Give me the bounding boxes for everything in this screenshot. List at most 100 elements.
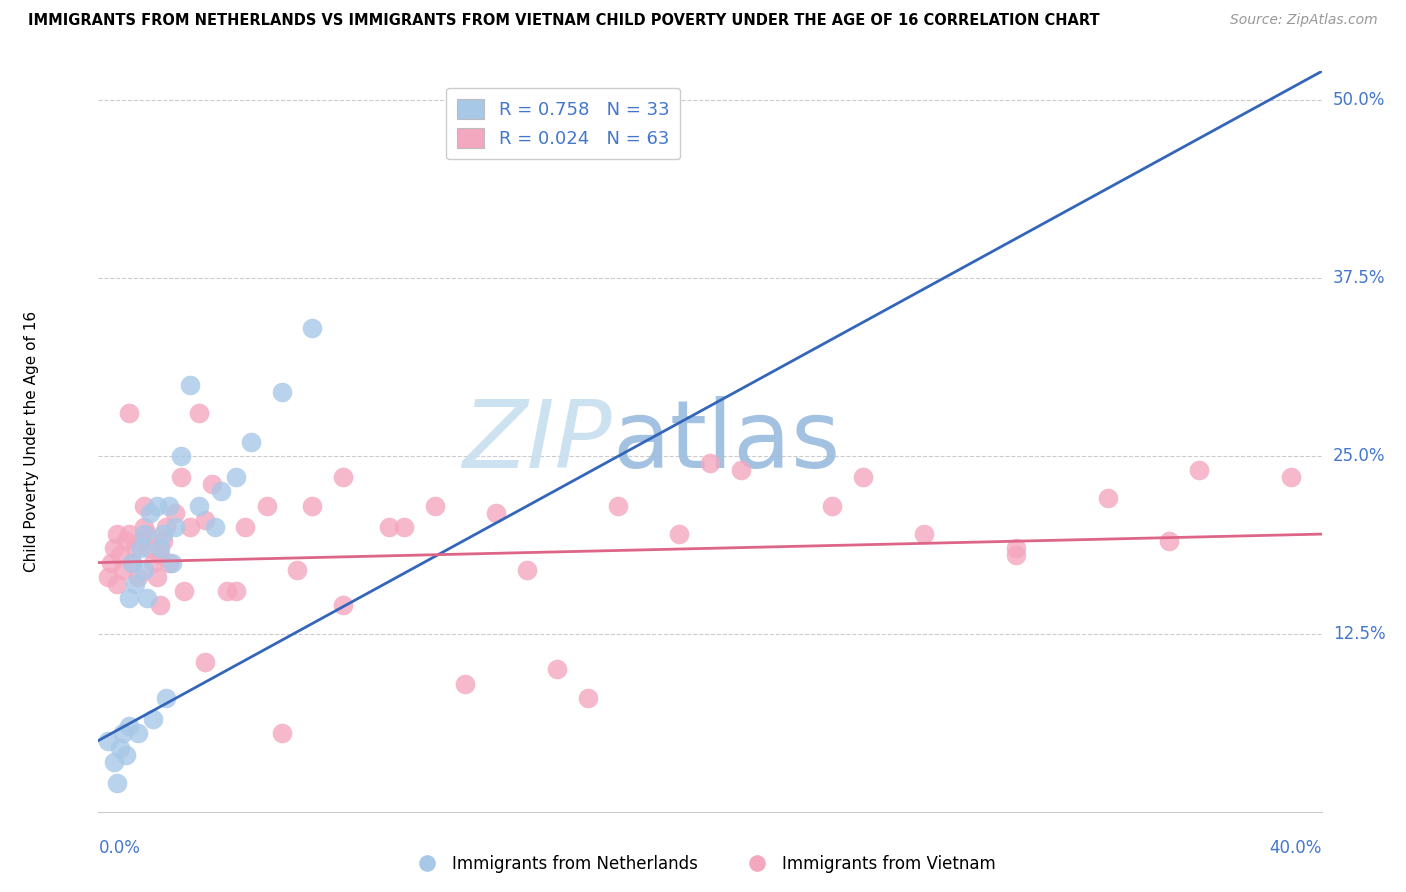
Point	[103, 541, 125, 556]
Point	[152, 527, 174, 541]
Point	[149, 549, 172, 563]
Point	[155, 690, 177, 705]
Point	[145, 570, 167, 584]
Point	[139, 541, 162, 556]
Point	[852, 470, 875, 484]
Point	[118, 591, 141, 606]
Point	[821, 499, 844, 513]
Point	[124, 541, 146, 556]
Point	[270, 384, 292, 399]
Point	[699, 456, 721, 470]
Point	[1097, 491, 1119, 506]
Point	[136, 527, 159, 541]
Point	[194, 513, 217, 527]
Point	[378, 520, 401, 534]
Point	[152, 534, 174, 549]
Point	[105, 577, 128, 591]
Point	[115, 747, 138, 762]
Point	[200, 477, 222, 491]
Point	[912, 527, 935, 541]
Point	[301, 499, 323, 513]
Point	[111, 726, 134, 740]
Legend: R = 0.758   N = 33, R = 0.024   N = 63: R = 0.758 N = 33, R = 0.024 N = 63	[446, 87, 681, 160]
Point	[142, 712, 165, 726]
Point	[108, 549, 131, 563]
Point	[1188, 463, 1211, 477]
Text: 0.0%: 0.0%	[98, 839, 141, 857]
Point	[163, 506, 186, 520]
Point	[160, 556, 183, 570]
Point	[103, 755, 125, 769]
Point	[233, 520, 256, 534]
Point	[134, 520, 156, 534]
Point	[204, 520, 226, 534]
Point	[454, 676, 477, 690]
Point	[157, 499, 180, 513]
Text: Source: ZipAtlas.com: Source: ZipAtlas.com	[1230, 13, 1378, 28]
Point	[668, 527, 690, 541]
Point	[256, 499, 278, 513]
Legend: Immigrants from Netherlands, Immigrants from Vietnam: Immigrants from Netherlands, Immigrants …	[404, 848, 1002, 880]
Point	[134, 499, 156, 513]
Point	[215, 584, 238, 599]
Point	[285, 563, 308, 577]
Point	[225, 470, 247, 484]
Point	[179, 520, 201, 534]
Point	[240, 434, 263, 449]
Point	[124, 577, 146, 591]
Point	[730, 463, 752, 477]
Point	[516, 563, 538, 577]
Point	[97, 570, 120, 584]
Text: 40.0%: 40.0%	[1270, 839, 1322, 857]
Point	[115, 534, 138, 549]
Point	[576, 690, 599, 705]
Point	[188, 406, 211, 420]
Point	[142, 556, 165, 570]
Text: IMMIGRANTS FROM NETHERLANDS VS IMMIGRANTS FROM VIETNAM CHILD POVERTY UNDER THE A: IMMIGRANTS FROM NETHERLANDS VS IMMIGRANT…	[28, 13, 1099, 29]
Point	[332, 599, 354, 613]
Point	[127, 570, 149, 584]
Point	[179, 377, 201, 392]
Point	[332, 470, 354, 484]
Point	[163, 520, 186, 534]
Point	[118, 406, 141, 420]
Text: Child Poverty Under the Age of 16: Child Poverty Under the Age of 16	[24, 311, 38, 572]
Point	[136, 591, 159, 606]
Point	[157, 556, 180, 570]
Point	[149, 599, 172, 613]
Point	[121, 556, 143, 570]
Point	[118, 719, 141, 733]
Point	[225, 584, 247, 599]
Text: 25.0%: 25.0%	[1333, 447, 1385, 465]
Point	[301, 320, 323, 334]
Point	[127, 726, 149, 740]
Point	[97, 733, 120, 747]
Point	[129, 541, 152, 556]
Text: atlas: atlas	[612, 395, 841, 488]
Point	[173, 584, 195, 599]
Text: 50.0%: 50.0%	[1333, 91, 1385, 109]
Point	[134, 563, 156, 577]
Text: ZIP: ZIP	[463, 396, 612, 487]
Point	[121, 556, 143, 570]
Point	[209, 484, 232, 499]
Point	[546, 662, 568, 676]
Point	[108, 740, 131, 755]
Point	[1004, 541, 1026, 556]
Point	[194, 655, 217, 669]
Point	[270, 726, 292, 740]
Point	[118, 527, 141, 541]
Point	[1004, 549, 1026, 563]
Point	[134, 527, 156, 541]
Point	[1279, 470, 1302, 484]
Text: 12.5%: 12.5%	[1333, 624, 1385, 643]
Point	[139, 506, 162, 520]
Point	[170, 449, 193, 463]
Point	[155, 520, 177, 534]
Point	[485, 506, 508, 520]
Point	[423, 499, 446, 513]
Point	[105, 776, 128, 790]
Point	[607, 499, 630, 513]
Point	[145, 499, 167, 513]
Point	[1157, 534, 1180, 549]
